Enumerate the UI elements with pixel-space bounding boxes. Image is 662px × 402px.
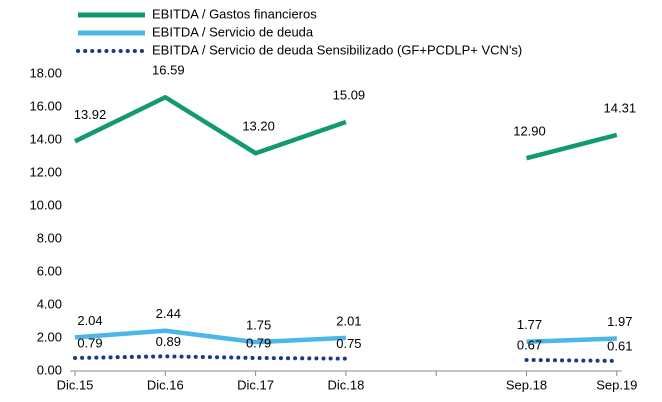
series-line <box>74 95 618 161</box>
legend-label: EBITDA / Servicio de deuda Sensibilizado… <box>152 42 522 57</box>
x-tick-label: Dic.18 <box>327 377 364 392</box>
y-tick-label: 16.00 <box>29 98 62 113</box>
x-tick-label: Dic.17 <box>237 377 274 392</box>
y-tick-label: 6.00 <box>37 263 62 278</box>
data-label: 0.67 <box>517 337 542 352</box>
data-label: 1.75 <box>246 318 271 333</box>
data-label: 0.79 <box>246 335 271 350</box>
x-tick-label: Dic.16 <box>147 377 184 392</box>
data-label: 12.90 <box>513 124 546 139</box>
y-tick-label: 4.00 <box>37 296 62 311</box>
data-label: 2.44 <box>156 306 181 321</box>
data-label: 0.75 <box>336 336 361 351</box>
data-label: 1.77 <box>517 317 542 332</box>
y-tick-label: 18.00 <box>29 65 62 80</box>
y-tick-label: 8.00 <box>37 230 62 245</box>
data-label: 14.31 <box>604 100 637 115</box>
y-tick-label: 0.00 <box>37 362 62 377</box>
y-tick-label: 2.00 <box>37 329 62 344</box>
data-label: 1.97 <box>607 314 632 329</box>
legend-label: EBITDA / Servicio de deuda <box>152 24 314 39</box>
y-tick-label: 10.00 <box>29 197 62 212</box>
x-tick-label: Sep.18 <box>506 377 547 392</box>
series-line <box>74 328 617 345</box>
legend-label: EBITDA / Gastos financieros <box>152 6 317 21</box>
data-label: 13.20 <box>242 119 275 134</box>
data-label: 13.92 <box>74 107 107 122</box>
series-line <box>73 354 619 363</box>
y-tick-label: 14.00 <box>29 131 62 146</box>
data-label: 2.04 <box>77 313 102 328</box>
data-label: 15.09 <box>333 87 366 102</box>
y-tick-label: 12.00 <box>29 164 62 179</box>
data-label: 0.61 <box>607 338 632 353</box>
x-tick-label: Dic.15 <box>57 377 94 392</box>
data-label: 16.59 <box>152 63 185 78</box>
data-label: 0.79 <box>77 335 102 350</box>
data-label: 2.01 <box>336 313 361 328</box>
data-label: 0.89 <box>156 334 181 349</box>
x-tick-label: Sep.19 <box>596 377 637 392</box>
